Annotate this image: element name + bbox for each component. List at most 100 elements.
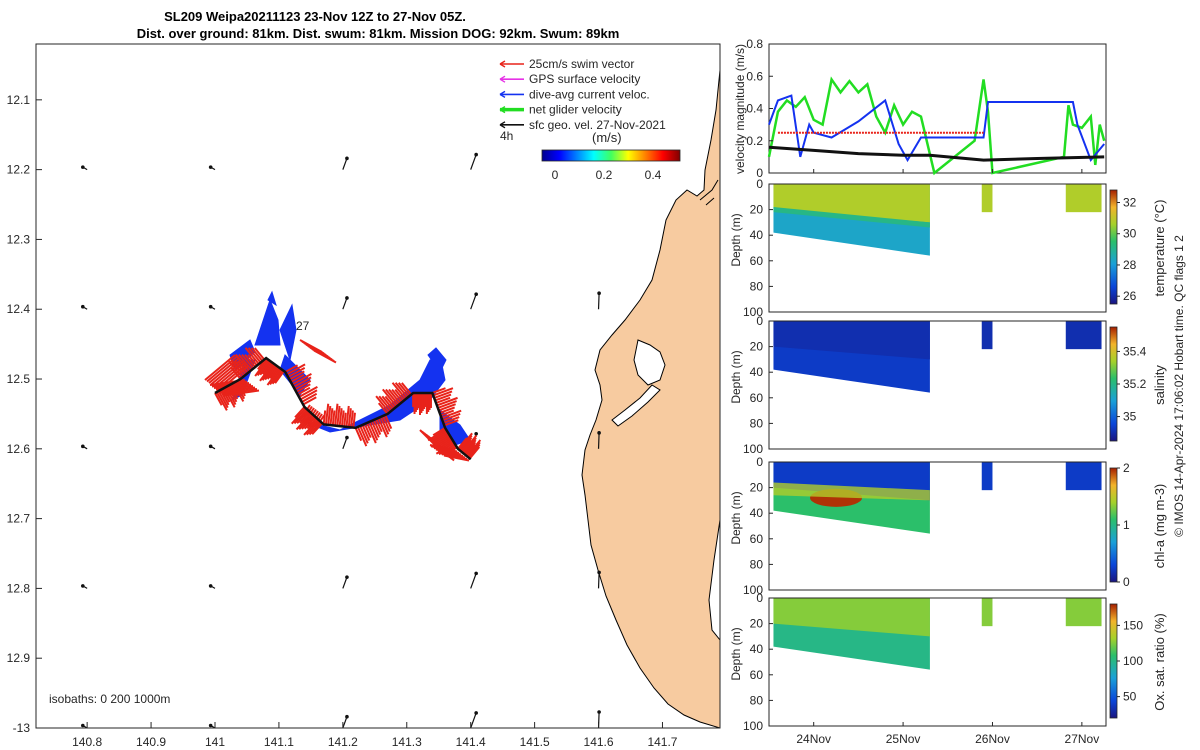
colorbar-label: Ox. sat. ratio (%) — [1152, 613, 1167, 711]
map-x-tick: 141 — [205, 735, 225, 749]
swim-vector — [208, 357, 240, 384]
swim-vector — [234, 353, 251, 373]
map-x-tick: 141.7 — [647, 735, 677, 749]
depth-tick: 80 — [750, 557, 764, 571]
swim-vector — [288, 370, 305, 381]
colorbar-tick: 35 — [1123, 410, 1137, 424]
map-y-tick-labels: 12.1 12.2 12.3 12.4 12.5 12.6 12.7 12.8 12.9 -13 — [7, 93, 42, 735]
depth-tick: 60 — [750, 532, 764, 546]
swim-vector — [441, 453, 468, 460]
depth-tick: 100 — [743, 719, 763, 733]
swim-vector — [381, 395, 394, 411]
swim-vector — [347, 408, 352, 428]
swim-vector — [311, 413, 323, 430]
depth-tick: 20 — [750, 481, 764, 495]
section-colorbar — [1109, 326, 1118, 442]
depth-axis-label: Depth (m) — [729, 213, 743, 266]
map-x-tick: 141.3 — [392, 735, 422, 749]
swim-vector — [458, 434, 473, 451]
swim-vector — [440, 409, 455, 417]
swim-vector — [214, 392, 223, 406]
swim-vector — [215, 391, 228, 411]
colorbar-tick: 0 — [1123, 575, 1130, 589]
date-tick: 27Nov — [1065, 732, 1100, 746]
swim-vector — [432, 431, 449, 443]
swim-vector — [443, 419, 459, 427]
colorbar-tick: 26 — [1123, 289, 1137, 303]
swim-vector — [250, 347, 264, 362]
swim-vector — [261, 361, 273, 375]
velocity-y-tick: 0.4 — [746, 102, 763, 116]
swim-vector — [238, 353, 253, 371]
swim-vector — [363, 423, 372, 439]
swim-vector — [266, 365, 278, 380]
section-surface-layer — [773, 598, 930, 637]
depth-tick: 100 — [743, 305, 763, 319]
swim-vector — [459, 437, 473, 452]
colorbar-tick: 35.4 — [1123, 344, 1147, 358]
depth-tick: 60 — [750, 668, 764, 682]
swim-vector — [293, 376, 312, 388]
velocity-y-label: velocity magnitude (m/s) — [733, 44, 747, 174]
map-x-tick: 141.6 — [584, 735, 614, 749]
swim-vector — [254, 358, 269, 377]
colorbar-title: (m/s) — [592, 130, 622, 145]
swim-vector — [366, 422, 377, 444]
swim-vector — [468, 444, 481, 459]
sfc-arrow — [470, 712, 477, 728]
swim-vector — [433, 390, 453, 399]
swim-vector — [287, 366, 306, 378]
map-x-tick: 140.8 — [72, 735, 102, 749]
map-x-tick: 141.4 — [456, 735, 486, 749]
swim-vector — [464, 441, 477, 456]
swim-vector — [375, 418, 383, 433]
swim-vector — [244, 347, 260, 365]
swim-vector — [432, 427, 446, 437]
swim-vector — [379, 416, 390, 435]
depth-tick: 60 — [750, 391, 764, 405]
colorbar-tick: 1 — [1123, 518, 1130, 532]
time-scale-label: 4h — [500, 129, 513, 143]
legend-entry: GPS surface velocity — [529, 72, 640, 86]
swim-vector — [298, 385, 318, 398]
map-colorbar-tick: 0 — [552, 168, 559, 182]
swim-vector — [307, 410, 319, 427]
velocity-y-tick-labels: 0 0.2 0.4 0.6 0.8 — [746, 37, 773, 180]
swim-vector — [212, 360, 244, 387]
swim-vector — [303, 407, 315, 424]
swim-vector — [431, 387, 446, 394]
swim-vector — [463, 439, 477, 455]
colorbar-tick: 100 — [1123, 654, 1143, 668]
swim-vector — [435, 433, 450, 443]
depth-tick: 0 — [756, 314, 763, 328]
track-day-label: 27 — [296, 319, 310, 333]
swim-vector — [432, 387, 454, 397]
map-colorbar-tick: 0.4 — [645, 168, 662, 182]
depth-tick: 20 — [750, 617, 764, 631]
map-y-tick: 12.3 — [7, 232, 31, 246]
swim-vector — [259, 362, 274, 382]
footer-credit: © IMOS 14-Apr-2024 17:06:02 Hobart time.… — [1172, 235, 1186, 537]
swim-vector — [290, 373, 305, 383]
map-colorbar — [541, 149, 681, 162]
swim-vector — [437, 450, 464, 457]
swim-vector — [284, 364, 299, 373]
swim-vector — [301, 392, 318, 403]
swim-vector — [350, 410, 354, 428]
swim-vector — [247, 347, 262, 364]
date-tick-labels: 24Nov 25Nov 26Nov 27Nov — [796, 722, 1099, 746]
velocity-y-tick: 0 — [756, 166, 763, 180]
depth-tick: 100 — [743, 442, 763, 456]
section-surface-layer — [773, 321, 930, 360]
map-y-tick: 12.2 — [7, 163, 31, 177]
swim-vector — [391, 382, 407, 400]
colorbar-tick: 2 — [1123, 461, 1130, 475]
swim-vector — [434, 393, 452, 402]
swim-vector — [461, 434, 478, 454]
swim-vector — [297, 386, 311, 396]
swim-vector — [271, 369, 284, 385]
swim-vector — [269, 368, 283, 385]
swim-vector — [435, 396, 451, 404]
velocity-axes-frame — [768, 43, 1107, 174]
